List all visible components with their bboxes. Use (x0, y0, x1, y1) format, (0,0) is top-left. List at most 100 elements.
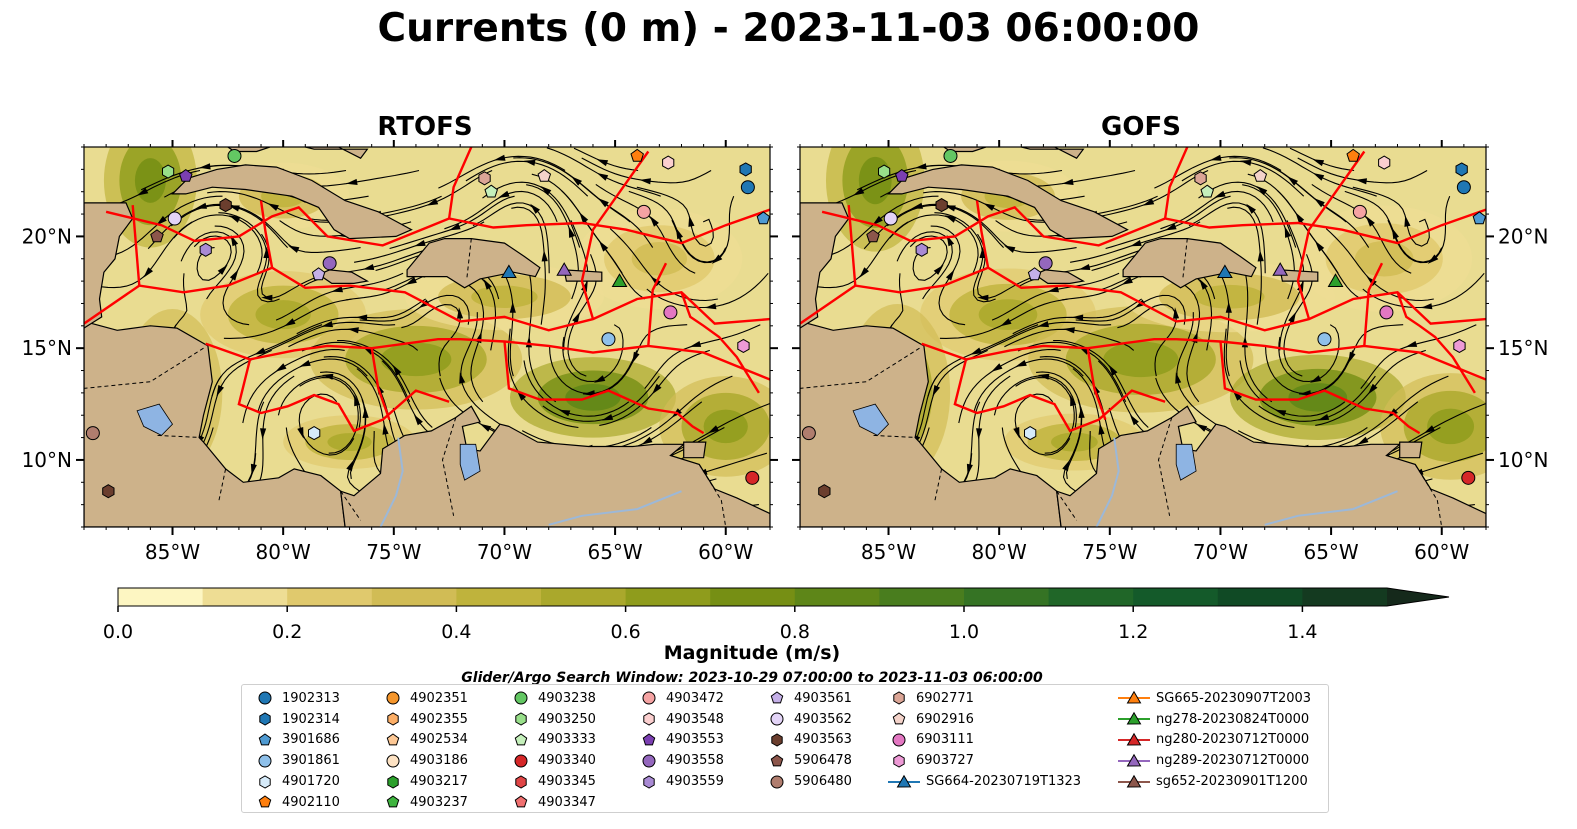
pentagon-icon (386, 733, 400, 746)
legend-entry: 4903563 (766, 730, 852, 751)
colorbar-tick-label: 0.8 (780, 621, 810, 643)
circle-icon (514, 691, 528, 705)
legend-label: 4903345 (538, 774, 596, 790)
legend-label: 4902351 (410, 690, 468, 706)
legend-entry: 4903548 (638, 709, 724, 730)
hexagon-icon (893, 691, 905, 705)
pentagon-icon (892, 712, 906, 725)
colorbar-segment (964, 588, 1050, 606)
colorbar-segment (879, 588, 965, 606)
colorbar-tick-label: 1.0 (949, 621, 979, 643)
hexagon-icon (387, 775, 399, 789)
observation-marker (308, 426, 321, 441)
legend-label: 4903548 (666, 711, 724, 727)
observation-marker (1352, 204, 1367, 219)
observation-marker (219, 198, 232, 213)
legend-column: 4903472 4903548 4903553 4903558 4903559 (638, 688, 724, 792)
legend-label: 4902355 (410, 711, 468, 727)
legend-entry: 4902110 (254, 792, 340, 813)
observation-marker (1456, 180, 1471, 195)
hexagon-icon (387, 712, 399, 726)
observation-marker (662, 155, 675, 170)
legend-entry: 4903340 (510, 750, 596, 771)
observation-marker (895, 168, 909, 182)
legend-label: SG664-20230719T1323 (926, 774, 1082, 790)
legend-label: 4903553 (666, 732, 724, 748)
observation-marker (556, 262, 573, 276)
lon-tick-label: 75°W (366, 540, 421, 564)
legend-entry: 5906480 (766, 771, 852, 792)
observation-marker (167, 211, 182, 226)
legend-entry: 4903472 (638, 688, 724, 709)
hexagon-icon (259, 775, 271, 789)
observation-marker (915, 242, 928, 257)
circle-icon (514, 754, 528, 768)
observation-marker (801, 426, 816, 441)
legend-label: 4903217 (410, 774, 468, 790)
legend-entry: 3901686 (254, 730, 340, 751)
observation-marker (739, 162, 752, 177)
observation-marker (818, 484, 831, 499)
observation-marker (179, 168, 193, 182)
legend-entry: 4903345 (510, 771, 596, 792)
legend-entry: 4902355 (382, 709, 468, 730)
pentagon-icon (642, 733, 656, 746)
legend-label: 4902110 (282, 794, 340, 810)
observation-marker (1379, 305, 1394, 320)
triangle-icon (1118, 691, 1150, 704)
triangle-icon (1118, 774, 1150, 788)
observation-marker (866, 229, 880, 243)
circle-icon (258, 754, 272, 768)
legend-column: 4903561 4903562 4903563 5906478 5906480 (766, 688, 852, 792)
lon-tick-label: 65°W (1303, 540, 1358, 564)
colorbar-tick-label: 0.4 (441, 621, 471, 643)
legend-label: 4903562 (794, 711, 852, 727)
legend-column: 6902771 6902916 6903111 6903727 SG664-202307… (888, 688, 1081, 792)
circle-icon (258, 691, 272, 705)
panel-title-gofs: GOFS (1101, 112, 1181, 142)
legend-label: 4903238 (538, 690, 596, 706)
observation-marker (1327, 273, 1344, 287)
hexagon-icon (643, 775, 655, 789)
figure-title: Currents (0 m) - 2023-11-03 06:00:00 (377, 6, 1200, 51)
lon-tick-label: 65°W (587, 540, 642, 564)
legend-column: SG665-20230907T2003 ng278-20230824T0000 ng… (1118, 688, 1311, 792)
legend-entry: ng278-20230824T0000 (1118, 709, 1311, 730)
legend-label: 1902313 (282, 690, 340, 706)
observation-marker (1317, 332, 1332, 347)
legend-label: 3901861 (282, 753, 340, 769)
colorbar-segment (1217, 588, 1303, 606)
colorbar-segment (118, 588, 204, 606)
hexagon-icon (643, 712, 655, 726)
legend-column: 1902313 1902314 3901686 3901861 4901720 49021… (254, 688, 340, 813)
legend-label: sg652-20230901T1200 (1156, 774, 1308, 790)
observation-marker (484, 184, 498, 198)
colorbar-segment (625, 588, 711, 606)
observation-marker (611, 273, 628, 287)
lon-tick-label: 60°W (698, 540, 753, 564)
colorbar-tick-label: 0.0 (103, 621, 133, 643)
legend-label: 6902771 (916, 690, 974, 706)
hexagon-icon (515, 712, 527, 726)
observation-marker (150, 229, 164, 243)
legend-label: 5906480 (794, 774, 852, 790)
lat-tick-label: 10°N (22, 448, 72, 472)
legend-entry: 4903347 (510, 792, 596, 813)
legend-entry: 6902771 (888, 688, 1081, 709)
observation-marker (740, 180, 755, 195)
circle-icon (386, 754, 400, 768)
observation-marker (636, 204, 651, 219)
legend-entry: 4903237 (382, 792, 468, 813)
colorbar-segment (1302, 588, 1388, 606)
circle-icon (386, 691, 400, 705)
observation-marker (1200, 184, 1214, 198)
legend-column: 4902351 4902355 4902534 4903186 4903217 49032… (382, 688, 468, 813)
legend-entry: 4902351 (382, 688, 468, 709)
circle-icon (642, 754, 656, 768)
colorbar-tick-label: 1.2 (1118, 621, 1148, 643)
legend-entry: 1902313 (254, 688, 340, 709)
legend-entry: 6902916 (888, 709, 1081, 730)
legend-label: 4903186 (410, 753, 468, 769)
observation-marker (943, 148, 958, 163)
legend-label: ng289-20230712T0000 (1156, 753, 1310, 769)
